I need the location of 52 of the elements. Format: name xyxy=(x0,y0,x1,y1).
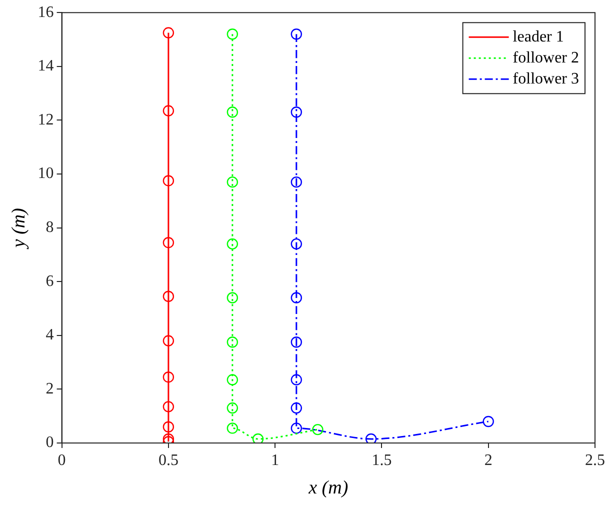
x-tick-label: 1 xyxy=(271,452,280,469)
point xyxy=(162,371,174,383)
x-axis-title: x (m) xyxy=(308,478,348,499)
point xyxy=(290,422,302,434)
y-tick-label: 16 xyxy=(38,4,54,21)
point xyxy=(226,106,238,118)
point xyxy=(162,27,174,38)
point xyxy=(290,374,302,386)
point xyxy=(290,176,302,188)
point xyxy=(290,292,302,304)
y-tick-label: 4 xyxy=(46,326,54,344)
y-tick-label: 10 xyxy=(38,165,54,182)
point xyxy=(252,433,264,443)
point xyxy=(226,292,238,304)
y-tick-label: 12 xyxy=(38,111,54,128)
point xyxy=(162,401,174,412)
legend-label: leader 1 xyxy=(512,28,564,46)
y-tick-label: 2 xyxy=(46,380,54,398)
x-tick-label: 2 xyxy=(484,452,492,469)
point xyxy=(162,335,174,346)
point xyxy=(482,416,494,428)
point xyxy=(162,421,174,432)
point xyxy=(290,402,302,414)
point xyxy=(226,238,238,250)
point xyxy=(162,105,174,116)
y-tick-label: 14 xyxy=(38,58,54,75)
y-axis-title: y (m) xyxy=(8,208,30,250)
point xyxy=(226,336,238,348)
x-tick-label: 1.5 xyxy=(372,452,392,469)
x-tick-label: 0.5 xyxy=(158,452,178,469)
legend-label: follower 3 xyxy=(512,70,579,88)
point xyxy=(162,175,174,186)
x-tick-label: 0 xyxy=(58,452,66,469)
point xyxy=(290,28,302,40)
point xyxy=(290,238,302,250)
point xyxy=(226,422,238,434)
point xyxy=(312,424,324,436)
point xyxy=(226,176,238,188)
point xyxy=(365,433,377,443)
y-tick-label: 0 xyxy=(46,434,54,452)
x-tick-label: 2.5 xyxy=(585,452,605,469)
point xyxy=(290,336,302,348)
point xyxy=(290,106,302,118)
point xyxy=(162,433,174,443)
legend-label: follower 2 xyxy=(512,49,579,66)
y-tick-label: 6 xyxy=(46,272,54,290)
point xyxy=(226,402,238,414)
y-tick-label: 8 xyxy=(46,219,54,236)
point xyxy=(162,236,174,248)
point xyxy=(226,28,238,40)
point xyxy=(226,374,238,386)
point xyxy=(162,290,174,302)
